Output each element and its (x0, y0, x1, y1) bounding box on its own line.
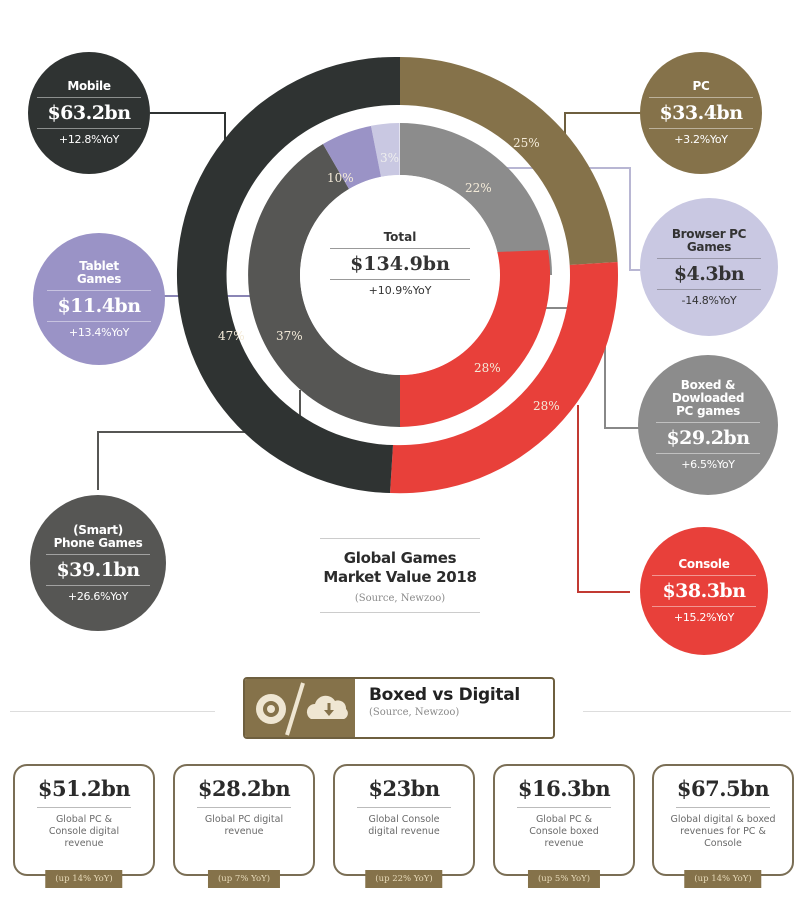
divider (197, 807, 291, 808)
card-yoy-badge: (up 14% YoY) (45, 870, 123, 888)
pct-browser: 3% (380, 151, 399, 165)
bubble-yoy: +13.4%YoY (68, 325, 130, 339)
bubble-label: Boxed & Dowloaded PC games (671, 378, 745, 418)
chart-source: (Source, Newzoo) (354, 593, 446, 604)
bubble-value: $11.4bn (47, 289, 151, 322)
chart-title-block: Global Games Market Value 2018 (Source, … (290, 538, 510, 613)
divider (320, 612, 480, 613)
bubble-value: $33.4bn (649, 97, 753, 129)
bubble-value: $39.1bn (46, 553, 150, 586)
stat-card: $23bn Global Console digital revenue (up… (333, 764, 475, 888)
bubble-yoy: +15.2%YoY (673, 611, 735, 624)
pct-tablet: 10% (327, 171, 354, 185)
card-yoy-badge: (up 7% YoY) (207, 870, 281, 888)
bubble-label: (Smart) Phone Games (53, 522, 143, 550)
bubble-yoy: +12.8%YoY (58, 133, 120, 146)
card-amount: $67.5bn (676, 776, 770, 801)
banner-title: Boxed vs Digital (369, 685, 520, 705)
banner-source: (Source, Newzoo) (369, 707, 460, 718)
banner-icons (245, 679, 355, 737)
card-description: Global Console digital revenue (368, 814, 440, 837)
mobile-connector (150, 112, 226, 140)
bubble-phone: (Smart) Phone Games $39.1bn +26.6%YoY (30, 495, 166, 631)
segment-console-outer (390, 262, 619, 494)
card-amount: $16.3bn (517, 776, 611, 801)
bubble-value: $38.3bn (652, 575, 756, 607)
divider (37, 807, 131, 808)
center-total: Total $134.9bn +10.9%YoY (330, 230, 470, 297)
nested-donut-chart: 47% 25% 28% 3% 22% 28% 37% 10% (97, 56, 660, 593)
section-divider-left (10, 711, 215, 712)
card-amount: $28.2bn (197, 776, 291, 801)
bubble-label: PC (692, 79, 710, 93)
divider (517, 807, 611, 808)
chart-title-line2: Market Value 2018 (323, 568, 477, 586)
card-amount: $51.2bn (37, 776, 131, 801)
disc-icon (256, 694, 286, 724)
card-yoy-badge: (up 5% YoY) (527, 870, 601, 888)
card-description: Global PC digital revenue (204, 814, 284, 837)
outer-ring (176, 56, 619, 494)
divider (357, 807, 451, 808)
total-value: $134.9bn (330, 248, 470, 280)
card-description: Global PC & Console digital revenue (48, 814, 120, 849)
pct-mobile: 47% (218, 329, 245, 343)
pct-console-outer: 28% (533, 399, 560, 413)
segment-mobile (176, 56, 400, 493)
bubble-label: Mobile (67, 79, 111, 93)
card-amount: $23bn (368, 776, 440, 801)
bubble-yoy: +3.2%YoY (674, 133, 728, 146)
card-description: Global PC & Console boxed revenue (529, 814, 599, 849)
bubble-console: Console $38.3bn +15.2%YoY (640, 527, 768, 655)
segment-tablet (323, 126, 381, 189)
segment-browser (370, 123, 400, 177)
bubble-label: Tablet Games (76, 258, 122, 286)
total-yoy: +10.9%YoY (368, 284, 432, 297)
bubble-pc: PC $33.4bn +3.2%YoY (640, 52, 762, 174)
divider (676, 807, 770, 808)
section-divider-right (583, 711, 791, 712)
segment-boxed (400, 123, 552, 275)
segment-console-inner (400, 250, 551, 427)
stat-card: $28.2bn Global PC digital revenue (up 7%… (173, 764, 315, 888)
pct-boxed: 22% (465, 181, 492, 195)
pct-pc: 25% (513, 136, 540, 150)
pct-phone: 37% (276, 329, 303, 343)
divider (320, 538, 480, 539)
stat-card: $16.3bn Global PC & Console boxed revenu… (493, 764, 635, 888)
bubble-yoy: +6.5%YoY (681, 458, 735, 471)
boxed-vs-digital-banner: Boxed vs Digital (Source, Newzoo) (243, 677, 555, 739)
inner-ring (248, 123, 552, 427)
segment-pc (400, 57, 618, 265)
bubble-value: $29.2bn (656, 422, 760, 454)
pc-connector (564, 112, 650, 140)
stat-card: $67.5bn Global digital & boxed revenues … (652, 764, 794, 888)
slash-divider (285, 682, 305, 736)
chart-title-line1: Global Games (343, 549, 457, 567)
total-label: Total (383, 230, 417, 244)
bubble-value: $4.3bn (657, 257, 761, 290)
card-yoy-badge: (up 14% YoY) (684, 870, 762, 888)
bubble-value: $63.2bn (37, 97, 141, 129)
cloud-download-icon (306, 695, 348, 719)
banner-icon-group (256, 682, 348, 736)
segment-phone (248, 144, 400, 427)
bubble-label: Console (678, 557, 730, 571)
bubble-mobile: Mobile $63.2bn +12.8%YoY (28, 52, 150, 174)
bubble-label: Browser PC Games (671, 226, 747, 254)
card-yoy-badge: (up 22% YoY) (365, 870, 443, 888)
bubble-boxed: Boxed & Dowloaded PC games $29.2bn +6.5%… (638, 355, 778, 495)
pct-console-inner: 28% (474, 361, 501, 375)
bubble-yoy: -14.8%YoY (681, 293, 737, 307)
bubble-yoy: +26.6%YoY (67, 589, 129, 603)
bubble-browser: Browser PC Games $4.3bn -14.8%YoY (640, 198, 778, 336)
console-connector (577, 405, 630, 593)
card-description: Global digital & boxed revenues for PC &… (670, 814, 776, 849)
bubble-tablet: Tablet Games $11.4bn +13.4%YoY (33, 233, 165, 365)
phone-connector (97, 390, 301, 490)
stat-card: $51.2bn Global PC & Console digital reve… (13, 764, 155, 888)
